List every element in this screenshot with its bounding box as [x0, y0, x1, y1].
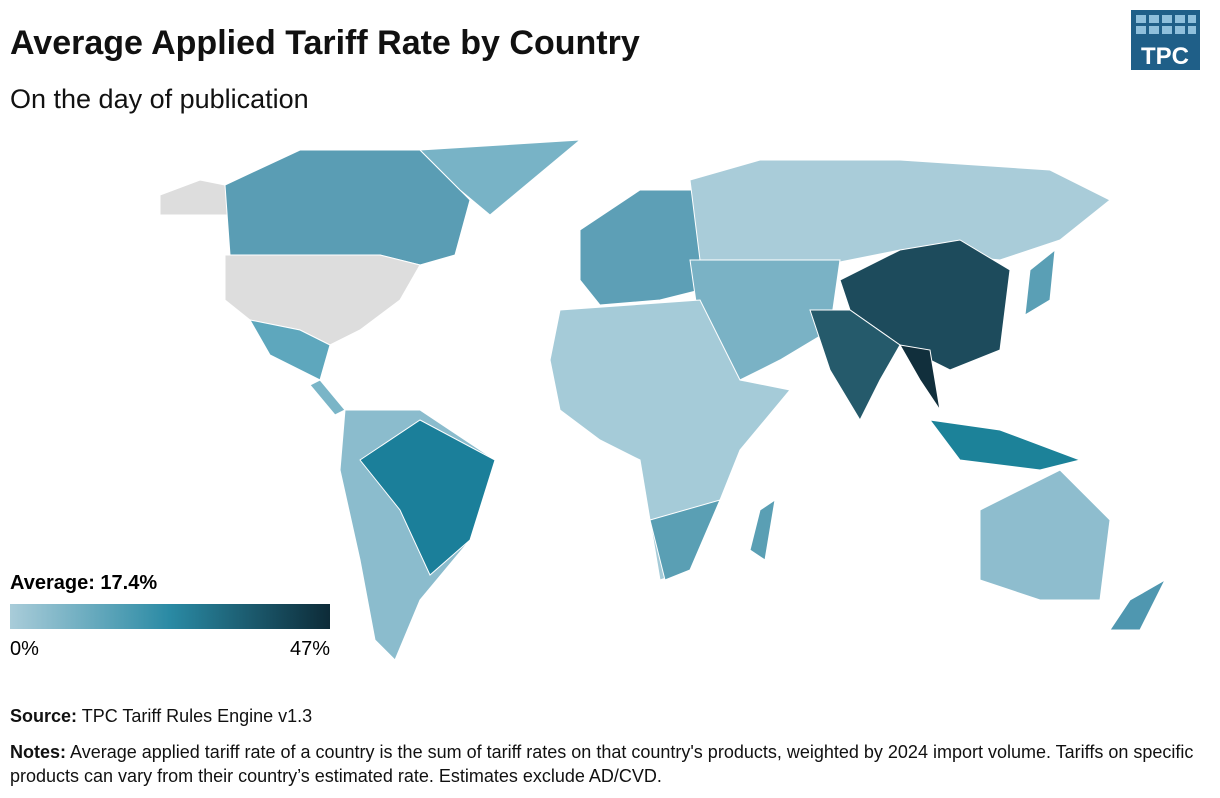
central-america — [309, 379, 346, 416]
greenland — [418, 139, 582, 216]
logo-squares — [1136, 15, 1196, 34]
legend-tick-label: 0% — [10, 638, 39, 660]
japan — [1024, 248, 1056, 316]
southern-africa — [649, 499, 721, 581]
source-text: TPC Tariff Rules Engine v1.3 — [81, 706, 313, 726]
usa — [224, 254, 421, 346]
source-label: Source: — [10, 706, 78, 726]
myanmar — [899, 344, 941, 411]
source: Source: TPC Tariff Rules Engine v1.3 — [10, 706, 312, 727]
legend-title: Average: 17.4% — [10, 572, 157, 594]
map: TPC Average: 17.4% 0% 47% — [10, 10, 1200, 661]
europe — [579, 189, 701, 306]
madagascar — [749, 498, 776, 561]
australia — [979, 469, 1111, 601]
new-zealand — [1109, 578, 1167, 631]
landmasses — [159, 139, 1167, 661]
legend-bar — [10, 604, 330, 629]
alaska — [159, 179, 236, 216]
title: Average Applied Tariff Rate by Country — [10, 24, 640, 62]
notes-label: Notes: — [10, 742, 67, 762]
canada — [224, 149, 471, 266]
legend-tick-label: 47% — [290, 638, 330, 660]
logo-text: TPC — [1141, 43, 1189, 70]
notes: Notes: Average applied tariff rate of a … — [10, 740, 1205, 788]
notes-text: Average applied tariff rate of a country… — [10, 742, 1194, 786]
brazil — [359, 419, 496, 576]
se-asia — [928, 419, 1082, 471]
subtitle: On the day of publication — [10, 84, 309, 114]
logo: TPC — [1131, 10, 1200, 70]
india — [809, 309, 901, 422]
